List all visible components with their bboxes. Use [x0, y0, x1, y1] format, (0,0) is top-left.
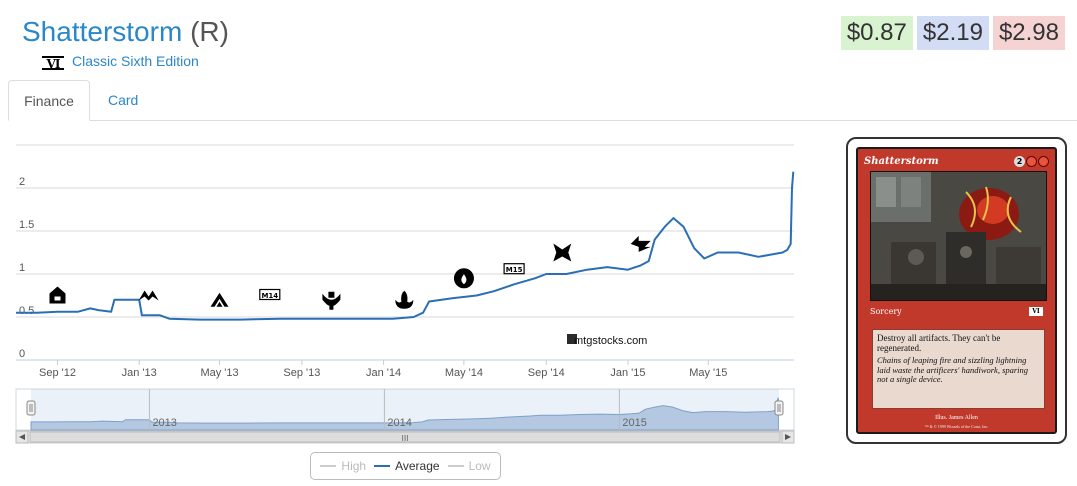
card-copyright: ™ & © 1999 Wizards of the Coast, Inc. — [858, 424, 1055, 429]
set-symbol-shape — [211, 293, 229, 307]
set-symbol-shape — [322, 292, 340, 310]
card-image: Shatterstorm 2 — [856, 147, 1057, 434]
set-symbol-text: M15 — [506, 266, 523, 274]
low-price-badge: $0.87 — [841, 16, 913, 50]
high-price-badge: $2.98 — [993, 16, 1065, 50]
set-symbol-shape — [631, 236, 651, 252]
set-symbol-text: M14 — [261, 292, 278, 300]
scrollbar-grip-icon: III — [401, 434, 408, 443]
watermark-text: mtgstocks.com — [574, 335, 647, 347]
set-symbol-shape — [139, 291, 159, 301]
y-tick-label: 0.5 — [19, 305, 34, 317]
legend-average-label: Average — [395, 459, 439, 473]
theros-icon[interactable] — [322, 292, 340, 310]
card-rarity: (R) — [190, 16, 229, 47]
generic-mana-icon: 2 — [1014, 156, 1025, 167]
scroll-right-button[interactable] — [782, 431, 794, 443]
y-tick-label: 2 — [19, 176, 25, 188]
dragons-maze-icon[interactable] — [211, 293, 229, 307]
x-tick-label: Jan '14 — [366, 367, 401, 379]
legend-average-swatch — [374, 465, 390, 467]
tab-bar: Finance Card — [8, 80, 1077, 121]
y-tick-label: 0 — [19, 348, 25, 360]
classic-sixth-edition-icon: VI — [42, 56, 64, 70]
x-tick-label: Sep '12 — [39, 367, 76, 379]
card-illustrator: Illus. James Allen — [858, 415, 1055, 421]
legend-average[interactable]: Average — [374, 459, 439, 473]
set-symbol-shape — [454, 268, 474, 288]
set-symbol-shape — [50, 287, 66, 304]
card-title-bar: Shatterstorm 2 — [864, 154, 1049, 168]
x-tick-label: May '13 — [200, 367, 238, 379]
legend-low-label: Low — [469, 459, 491, 473]
scroll-left-button[interactable] — [16, 431, 28, 443]
navigator-handle[interactable] — [775, 401, 783, 415]
x-tick-label: Jan '15 — [610, 367, 645, 379]
chart-legend: High Average Low — [310, 452, 501, 480]
price-badges: $0.87 $2.19 $2.98 — [841, 16, 1065, 50]
legend-high[interactable]: High — [320, 459, 366, 473]
x-tick-label: Jan '13 — [122, 367, 157, 379]
y-tick-label: 1.5 — [19, 219, 34, 231]
legend-low-swatch — [448, 465, 464, 467]
artwork-illustration — [871, 172, 1047, 301]
x-tick-label: Sep '13 — [283, 367, 320, 379]
card-type-bar: Sorcery VI — [870, 305, 1043, 317]
y-tick-label: 1 — [19, 262, 25, 274]
x-tick-label: Sep '14 — [528, 367, 565, 379]
x-tick-label: May '15 — [689, 367, 727, 379]
card-name[interactable]: Shatterstorm — [22, 16, 182, 47]
average-price-badge: $2.19 — [917, 16, 989, 50]
fate-reforged-icon[interactable] — [631, 236, 651, 252]
return-to-ravnica-icon[interactable] — [50, 287, 66, 304]
set-line: VI Classic Sixth Edition — [42, 52, 199, 70]
journey-into-nyx-icon[interactable] — [454, 268, 474, 288]
card-text-box: Destroy all artifacts. They can't be reg… — [872, 329, 1045, 409]
khans-of-tarkir-icon[interactable] — [553, 244, 571, 262]
tab-finance[interactable]: Finance — [8, 80, 90, 121]
navigator-handle-grip — [27, 401, 35, 415]
card-flavor-text: Chains of leaping fire and sizzling ligh… — [877, 356, 1040, 385]
legend-high-label: High — [341, 459, 366, 473]
card-image-name: Shatterstorm — [864, 156, 939, 167]
navigator-handle-grip — [775, 401, 783, 415]
card-rules-text: Destroy all artifacts. They can't be reg… — [877, 333, 1040, 353]
watermark: mtgstocks.com — [567, 334, 647, 347]
tab-card[interactable]: Card — [93, 80, 153, 121]
set-symbol-shape — [395, 291, 413, 309]
card-set-symbol-icon: VI — [1029, 307, 1043, 316]
card-title: Shatterstorm (R) — [22, 12, 229, 52]
navigator-year-label: 2013 — [152, 417, 176, 429]
navigator-handle[interactable] — [27, 401, 35, 415]
price-chart[interactable]: 0 0.5 1 1.5 2 M14 M15 Sep '12 Jan '13 May '13 Se… — [0, 128, 800, 448]
card-artwork — [870, 171, 1047, 301]
x-tick-label: May '14 — [445, 367, 483, 379]
set-name-link[interactable]: Classic Sixth Edition — [72, 53, 199, 69]
set-symbol-shape — [553, 244, 571, 262]
m14-icon[interactable]: M14 — [260, 290, 280, 301]
mana-cost: 2 — [1014, 156, 1049, 167]
m15-icon[interactable]: M15 — [504, 264, 524, 275]
legend-low[interactable]: Low — [448, 459, 491, 473]
red-mana-icon — [1038, 156, 1049, 167]
navigator-year-label: 2014 — [387, 417, 411, 429]
legend-high-swatch — [320, 465, 336, 467]
gatecrash-icon[interactable] — [139, 291, 159, 301]
card-type-line: Sorcery — [870, 307, 902, 316]
born-of-the-gods-icon[interactable] — [395, 291, 413, 309]
navigator-year-label: 2015 — [622, 417, 646, 429]
chart-navigator[interactable]: 2013 2014 2015 III — [16, 389, 794, 443]
card-image-frame: Shatterstorm 2 — [846, 137, 1067, 444]
red-mana-icon — [1026, 156, 1037, 167]
